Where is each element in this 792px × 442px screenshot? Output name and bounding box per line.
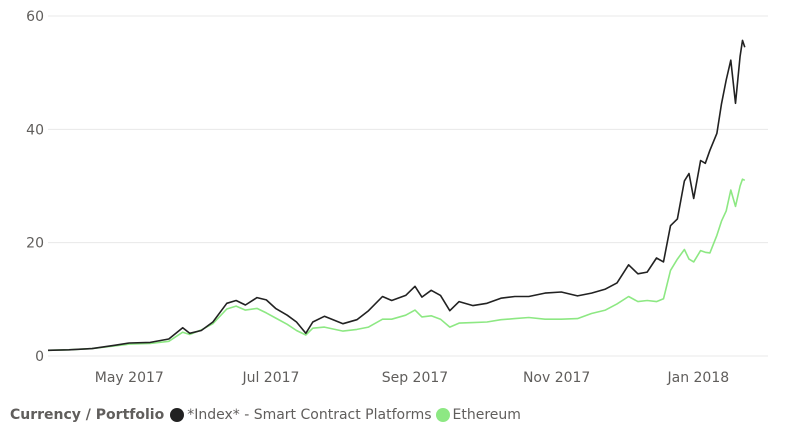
y-tick-label: 40 [26,122,44,138]
legend: Currency / Portfolio *Index* - Smart Con… [10,404,525,426]
x-axis: May 2017 Jul 2017 Sep 2017 Nov 2017 Jan 2018 [95,370,729,386]
series-lines[interactable] [47,39,746,352]
legend-item-index[interactable]: *Index* - Smart Contract Platforms [170,407,432,423]
y-tick-label: 60 [26,9,44,25]
legend-title: Currency / Portfolio [10,407,165,423]
gridlines [48,15,768,357]
series-line-index[interactable] [47,39,746,352]
y-axis: 0 20 40 60 [26,9,44,365]
y-tick-label: 20 [26,236,44,252]
x-tick-label: Jan 2018 [666,370,729,386]
x-tick-label: Sep 2017 [382,370,448,386]
legend-label-ethereum: Ethereum [452,407,521,423]
x-tick-label: May 2017 [95,370,164,386]
x-tick-label: Nov 2017 [523,370,590,386]
x-tick-label: Jul 2017 [241,370,299,386]
series-line-ethereum[interactable] [47,178,746,352]
y-tick-label: 0 [35,349,44,365]
legend-label-index: *Index* - Smart Contract Platforms [187,407,432,423]
legend-marker-index [170,408,185,422]
line-chart: 0 20 40 60 May 2017 Jul 2017 Sep 2017 Nov 2017… [26,9,768,386]
legend-item-ethereum[interactable]: Ethereum [435,407,521,423]
legend-marker-ethereum [435,408,450,422]
